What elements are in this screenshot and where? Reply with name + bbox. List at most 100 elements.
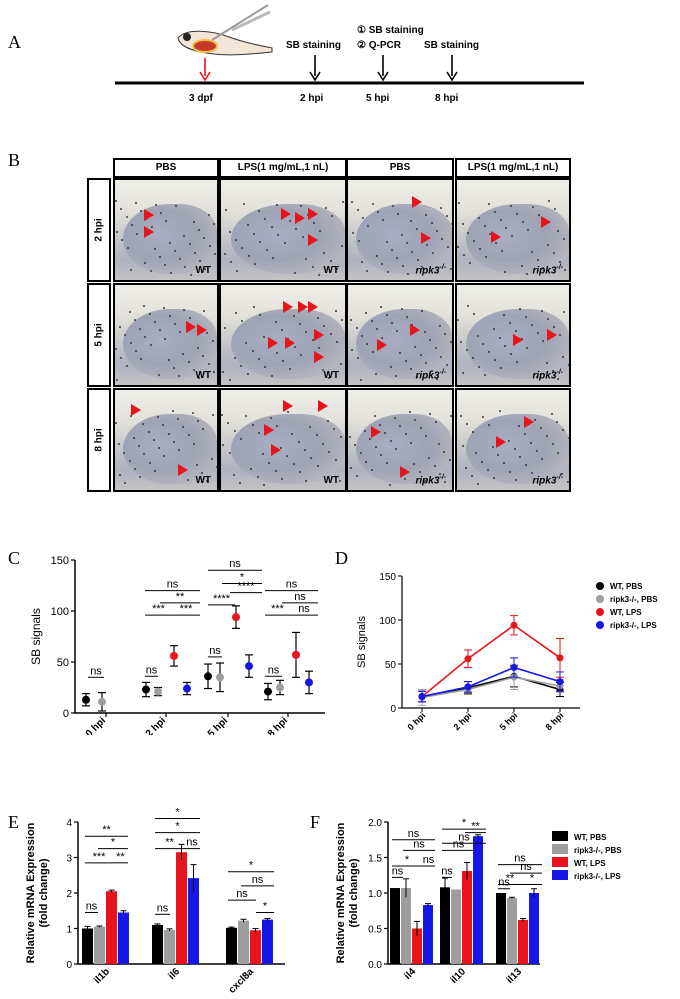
sb-stain-dot [511, 235, 514, 238]
yolk-region [123, 204, 217, 274]
sb-stain-dot [316, 465, 319, 468]
sb-stain-dot [186, 478, 189, 481]
sb-stain-dot [202, 354, 205, 357]
sb-stain-dot [405, 315, 408, 318]
yolk-region [356, 204, 452, 274]
sb-stain-dot [264, 366, 267, 369]
sb-stain-dot [537, 214, 540, 217]
sb-stain-dot [128, 311, 131, 314]
x-tick-label: 8 hpi [266, 715, 290, 735]
yolk-region [230, 414, 345, 484]
bar [94, 926, 105, 964]
sb-stain-dot [159, 329, 162, 332]
sb-stain-dot [274, 469, 277, 472]
sb-stain-dot [396, 256, 399, 259]
sb-stain-dot [468, 262, 471, 265]
sb-stain-dot [133, 467, 136, 470]
sb-stain-dot [514, 330, 517, 333]
sb-stain-dot [460, 341, 463, 344]
sb-stain-dot [515, 212, 518, 215]
sb-stain-dot [215, 466, 217, 469]
arrowhead-marker [307, 234, 318, 246]
x-tick-label: il10 [449, 966, 469, 986]
significance-label: **** [213, 593, 231, 605]
sb-stain-dot [465, 466, 468, 469]
sb-stain-dot [380, 305, 383, 308]
larva-illustration [177, 4, 273, 56]
significance-label: * [175, 806, 180, 818]
sb-stain-dot [125, 364, 128, 367]
sb-stain-dot [144, 262, 147, 265]
sb-stain-dot [119, 474, 122, 477]
sb-stain-dot [182, 352, 185, 355]
sb-stain-dot [246, 372, 249, 375]
sb-stain-dot [504, 344, 507, 347]
sb-stain-dot [534, 419, 537, 422]
sb-stain-dot [197, 346, 200, 349]
significance-label: ns [392, 865, 404, 877]
arrowhead-marker [410, 324, 421, 336]
sb-stain-dot [187, 434, 190, 437]
sb-stain-dot [227, 421, 230, 424]
sb-stain-dot [124, 333, 127, 336]
sb-stain-dot [483, 225, 486, 228]
sb-stain-dot [140, 209, 143, 212]
arrowhead-marker [496, 436, 507, 448]
significance-label: ns [458, 831, 470, 843]
genotype-label: ripk3-/- [532, 473, 563, 486]
significance-label: *** [180, 603, 194, 615]
significance-label: ns [294, 591, 306, 603]
sb-stain-dot [116, 379, 119, 382]
sb-stain-dot [222, 370, 225, 373]
chart-d-sb-signals-line: 0 50 100 150 SB signals 0 hpi 2 hpi 5 hpi 8 hpi W… [356, 572, 658, 732]
sb-stain-dot [324, 207, 327, 210]
sb-stain-dot [507, 439, 510, 442]
sb-stain-dot [204, 267, 207, 270]
sb-stain-dot [339, 436, 342, 439]
sb-stain-dot [563, 311, 566, 314]
sb-stain-dot [201, 472, 204, 475]
sb-stain-dot [153, 321, 156, 324]
sb-stain-dot [298, 323, 301, 326]
bar [529, 893, 539, 964]
sb-stain-dot [420, 309, 423, 312]
sb-stain-dot [203, 310, 206, 313]
bar [423, 905, 433, 964]
bar [473, 836, 483, 964]
y-tick-label: 100 [379, 616, 396, 627]
timeline-diagram [115, 4, 584, 85]
sb-stain-dot [562, 428, 565, 431]
sb-stain-dot [258, 209, 261, 212]
sb-stain-dot [228, 230, 231, 233]
sb-stain-dot [233, 356, 236, 359]
sb-stain-dot [461, 371, 464, 374]
sb-stain-dot [415, 376, 418, 379]
y-tick-label: 1 [66, 925, 72, 936]
sb-stain-dot [566, 481, 569, 484]
genotype-label: ripk3-/- [532, 263, 563, 276]
sb-stain-dot [414, 345, 417, 348]
sb-stain-dot [178, 448, 181, 451]
sb-stain-dot [396, 330, 399, 333]
sb-stain-dot [488, 202, 491, 205]
sb-stain-dot [491, 446, 494, 449]
sb-stain-dot [374, 372, 377, 375]
arrowhead-marker [370, 426, 381, 438]
sb-stain-dot [547, 244, 550, 247]
chart-c-sb-signals: 0 50 100 150 SB signals 0 hpi 2 hpi 5 hpi 8 hpi n… [29, 555, 325, 735]
sb-stain-dot [309, 426, 312, 429]
sb-stain-dot [315, 434, 318, 437]
sb-stain-dot [416, 258, 419, 261]
sb-stain-dot [411, 250, 414, 253]
sb-stain-dot [160, 211, 163, 214]
sb-stain-dot [198, 377, 201, 380]
x-tick-label: il1b [92, 966, 112, 986]
sb-stain-dot [208, 245, 211, 248]
sb-stain-dot [134, 201, 137, 204]
significance-label: ns [252, 874, 264, 886]
sb-stain-dot [421, 266, 424, 269]
sb-stain-dot [139, 475, 142, 478]
sb-stain-dot [351, 349, 354, 352]
sb-stain-dot [366, 269, 369, 272]
sb-stain-dot [174, 205, 177, 208]
